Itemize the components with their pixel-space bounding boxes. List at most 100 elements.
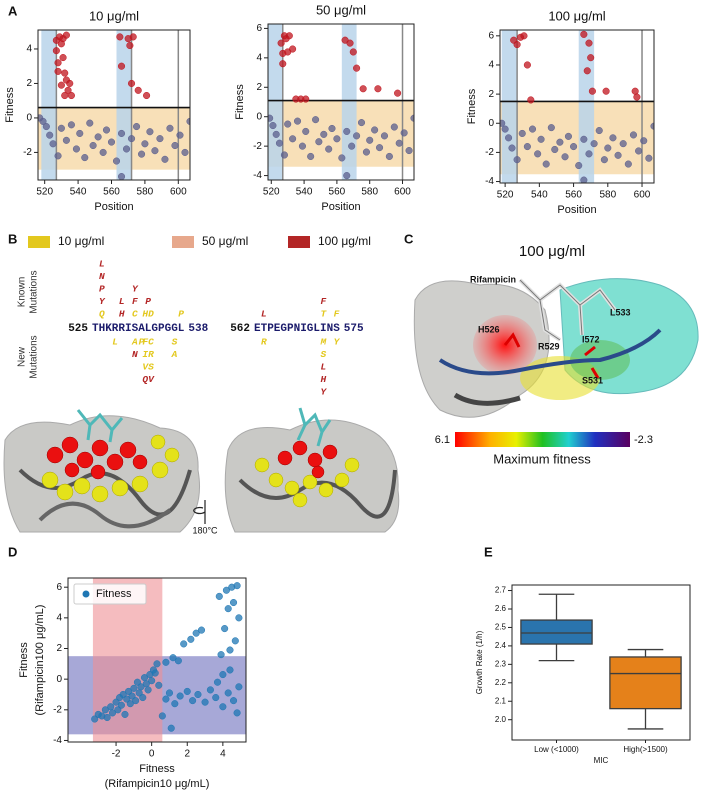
plot-layer (68, 578, 246, 742)
point (602, 87, 610, 95)
point (528, 125, 537, 133)
point (235, 683, 243, 691)
point (62, 136, 70, 144)
point (633, 93, 641, 101)
y-tick-label: 2 (26, 78, 32, 89)
y-tick-label: 2 (256, 82, 262, 93)
rotation-label: 180°C (192, 525, 218, 535)
point (595, 126, 603, 135)
point (129, 33, 137, 41)
point (315, 138, 323, 146)
protein-ribbon (238, 469, 397, 519)
point (54, 67, 62, 75)
point (134, 86, 142, 94)
residue-label: H526 (478, 324, 500, 334)
point (126, 41, 134, 50)
point (410, 114, 414, 122)
residue-label: Rifampicin (470, 274, 516, 284)
x-tick-label: 540 (70, 187, 87, 198)
y-axis-label: Fitness (18, 642, 30, 678)
colorbar (455, 432, 630, 447)
point (588, 87, 596, 95)
legend-box (73, 583, 147, 605)
point (298, 142, 306, 150)
residue-label: I572 (582, 334, 600, 344)
point (151, 669, 159, 677)
point (57, 81, 65, 89)
mutation: F (334, 309, 340, 320)
point (231, 637, 239, 645)
point (268, 114, 274, 122)
axes-frame (511, 584, 691, 741)
point (362, 148, 370, 156)
x-axis-label: (Rifampicin10 μg/mL) (105, 778, 210, 790)
panel-c-structure (413, 278, 699, 447)
mutation: P (178, 309, 184, 320)
point (54, 152, 62, 160)
protein-structure-front (3, 409, 201, 533)
point (357, 119, 366, 127)
protein-ribbon (38, 501, 172, 529)
point (89, 141, 97, 150)
point (107, 703, 115, 711)
x-tick-label: -2 (112, 749, 121, 760)
point (101, 706, 109, 714)
point (575, 161, 583, 170)
panel-label: A (8, 3, 18, 18)
point (127, 79, 136, 87)
point (631, 87, 639, 95)
point (513, 156, 521, 164)
y-tick-label: 2.7 (495, 586, 507, 595)
mutation: S (320, 349, 326, 360)
point (371, 126, 379, 134)
mutation: Y (320, 387, 327, 398)
point (348, 142, 356, 150)
mutation: P (99, 284, 105, 295)
mutation: L (99, 259, 105, 270)
point (46, 131, 54, 139)
point (194, 690, 202, 699)
row-label: Mutations (29, 270, 40, 313)
point (590, 140, 598, 148)
y-tick-label: -2 (53, 704, 62, 715)
mutation: L (112, 337, 118, 348)
point (49, 140, 57, 148)
mutation: Y (99, 296, 106, 307)
point (556, 138, 564, 146)
point (233, 582, 241, 590)
point (62, 31, 70, 39)
point (171, 700, 179, 708)
y-tick-label: -4 (253, 170, 262, 181)
point (94, 133, 102, 141)
point (542, 160, 550, 168)
point (277, 39, 285, 47)
point (520, 32, 528, 40)
mutation: VS (142, 362, 154, 373)
point (130, 684, 138, 692)
y-tick-label: -2 (253, 141, 262, 152)
mutation: Y (334, 337, 341, 348)
yellow-spheres (254, 457, 360, 508)
panel-title: 100 μg/ml (519, 243, 585, 260)
point (167, 724, 175, 732)
point (343, 172, 351, 180)
point (86, 119, 94, 127)
point (176, 131, 184, 139)
residue-start: 525 (68, 323, 88, 335)
plot-layer (38, 30, 190, 180)
point (226, 646, 234, 654)
point (328, 124, 336, 133)
x-tick-label: 600 (634, 190, 651, 201)
point (229, 598, 238, 607)
point (600, 156, 608, 164)
point (235, 614, 243, 622)
y-tick-label: 4 (26, 44, 32, 55)
mutation: A (171, 349, 178, 360)
mutation: F (320, 296, 326, 307)
y-tick-label: 0 (256, 111, 262, 122)
point (501, 125, 509, 133)
point (508, 144, 516, 152)
point (285, 32, 293, 40)
mutation: L (261, 309, 267, 320)
axes-frame (267, 23, 415, 181)
